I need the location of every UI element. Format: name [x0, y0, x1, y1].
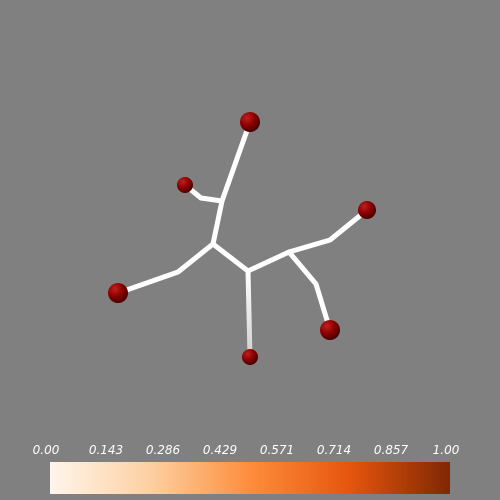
branch-right	[245, 207, 370, 274]
leaf-node[interactable]	[242, 349, 258, 365]
leaf-node[interactable]	[108, 283, 128, 303]
leaf-node[interactable]	[240, 112, 260, 132]
leaf-node[interactable]	[358, 201, 376, 219]
colorbar-tick-label: 0.857	[373, 443, 409, 457]
colorbar-tick-label: 0.571	[259, 443, 295, 457]
colorbar-tick-label: 0.00	[32, 443, 60, 457]
branch-left	[115, 241, 251, 296]
branch-bottom	[245, 268, 253, 360]
tree-nodes	[108, 112, 376, 365]
colorbar-tick-label: 1.00	[432, 443, 460, 457]
colorbar-tick-label: 0.714	[316, 443, 352, 457]
leaf-node[interactable]	[320, 320, 340, 340]
branch-upper	[210, 119, 253, 247]
colorbar-gradient	[50, 462, 450, 494]
branch-right-lower	[286, 249, 333, 333]
leaf-node[interactable]	[177, 177, 193, 193]
colorbar-tick-labels: 0.00 0.143 0.286 0.429 0.571 0.714 0.857…	[0, 443, 500, 463]
tree-branches	[115, 119, 370, 360]
colorbar-tick-label: 0.286	[145, 443, 181, 457]
colorbar-tick-label: 0.429	[202, 443, 238, 457]
colorbar-tick-label: 0.143	[88, 443, 124, 457]
